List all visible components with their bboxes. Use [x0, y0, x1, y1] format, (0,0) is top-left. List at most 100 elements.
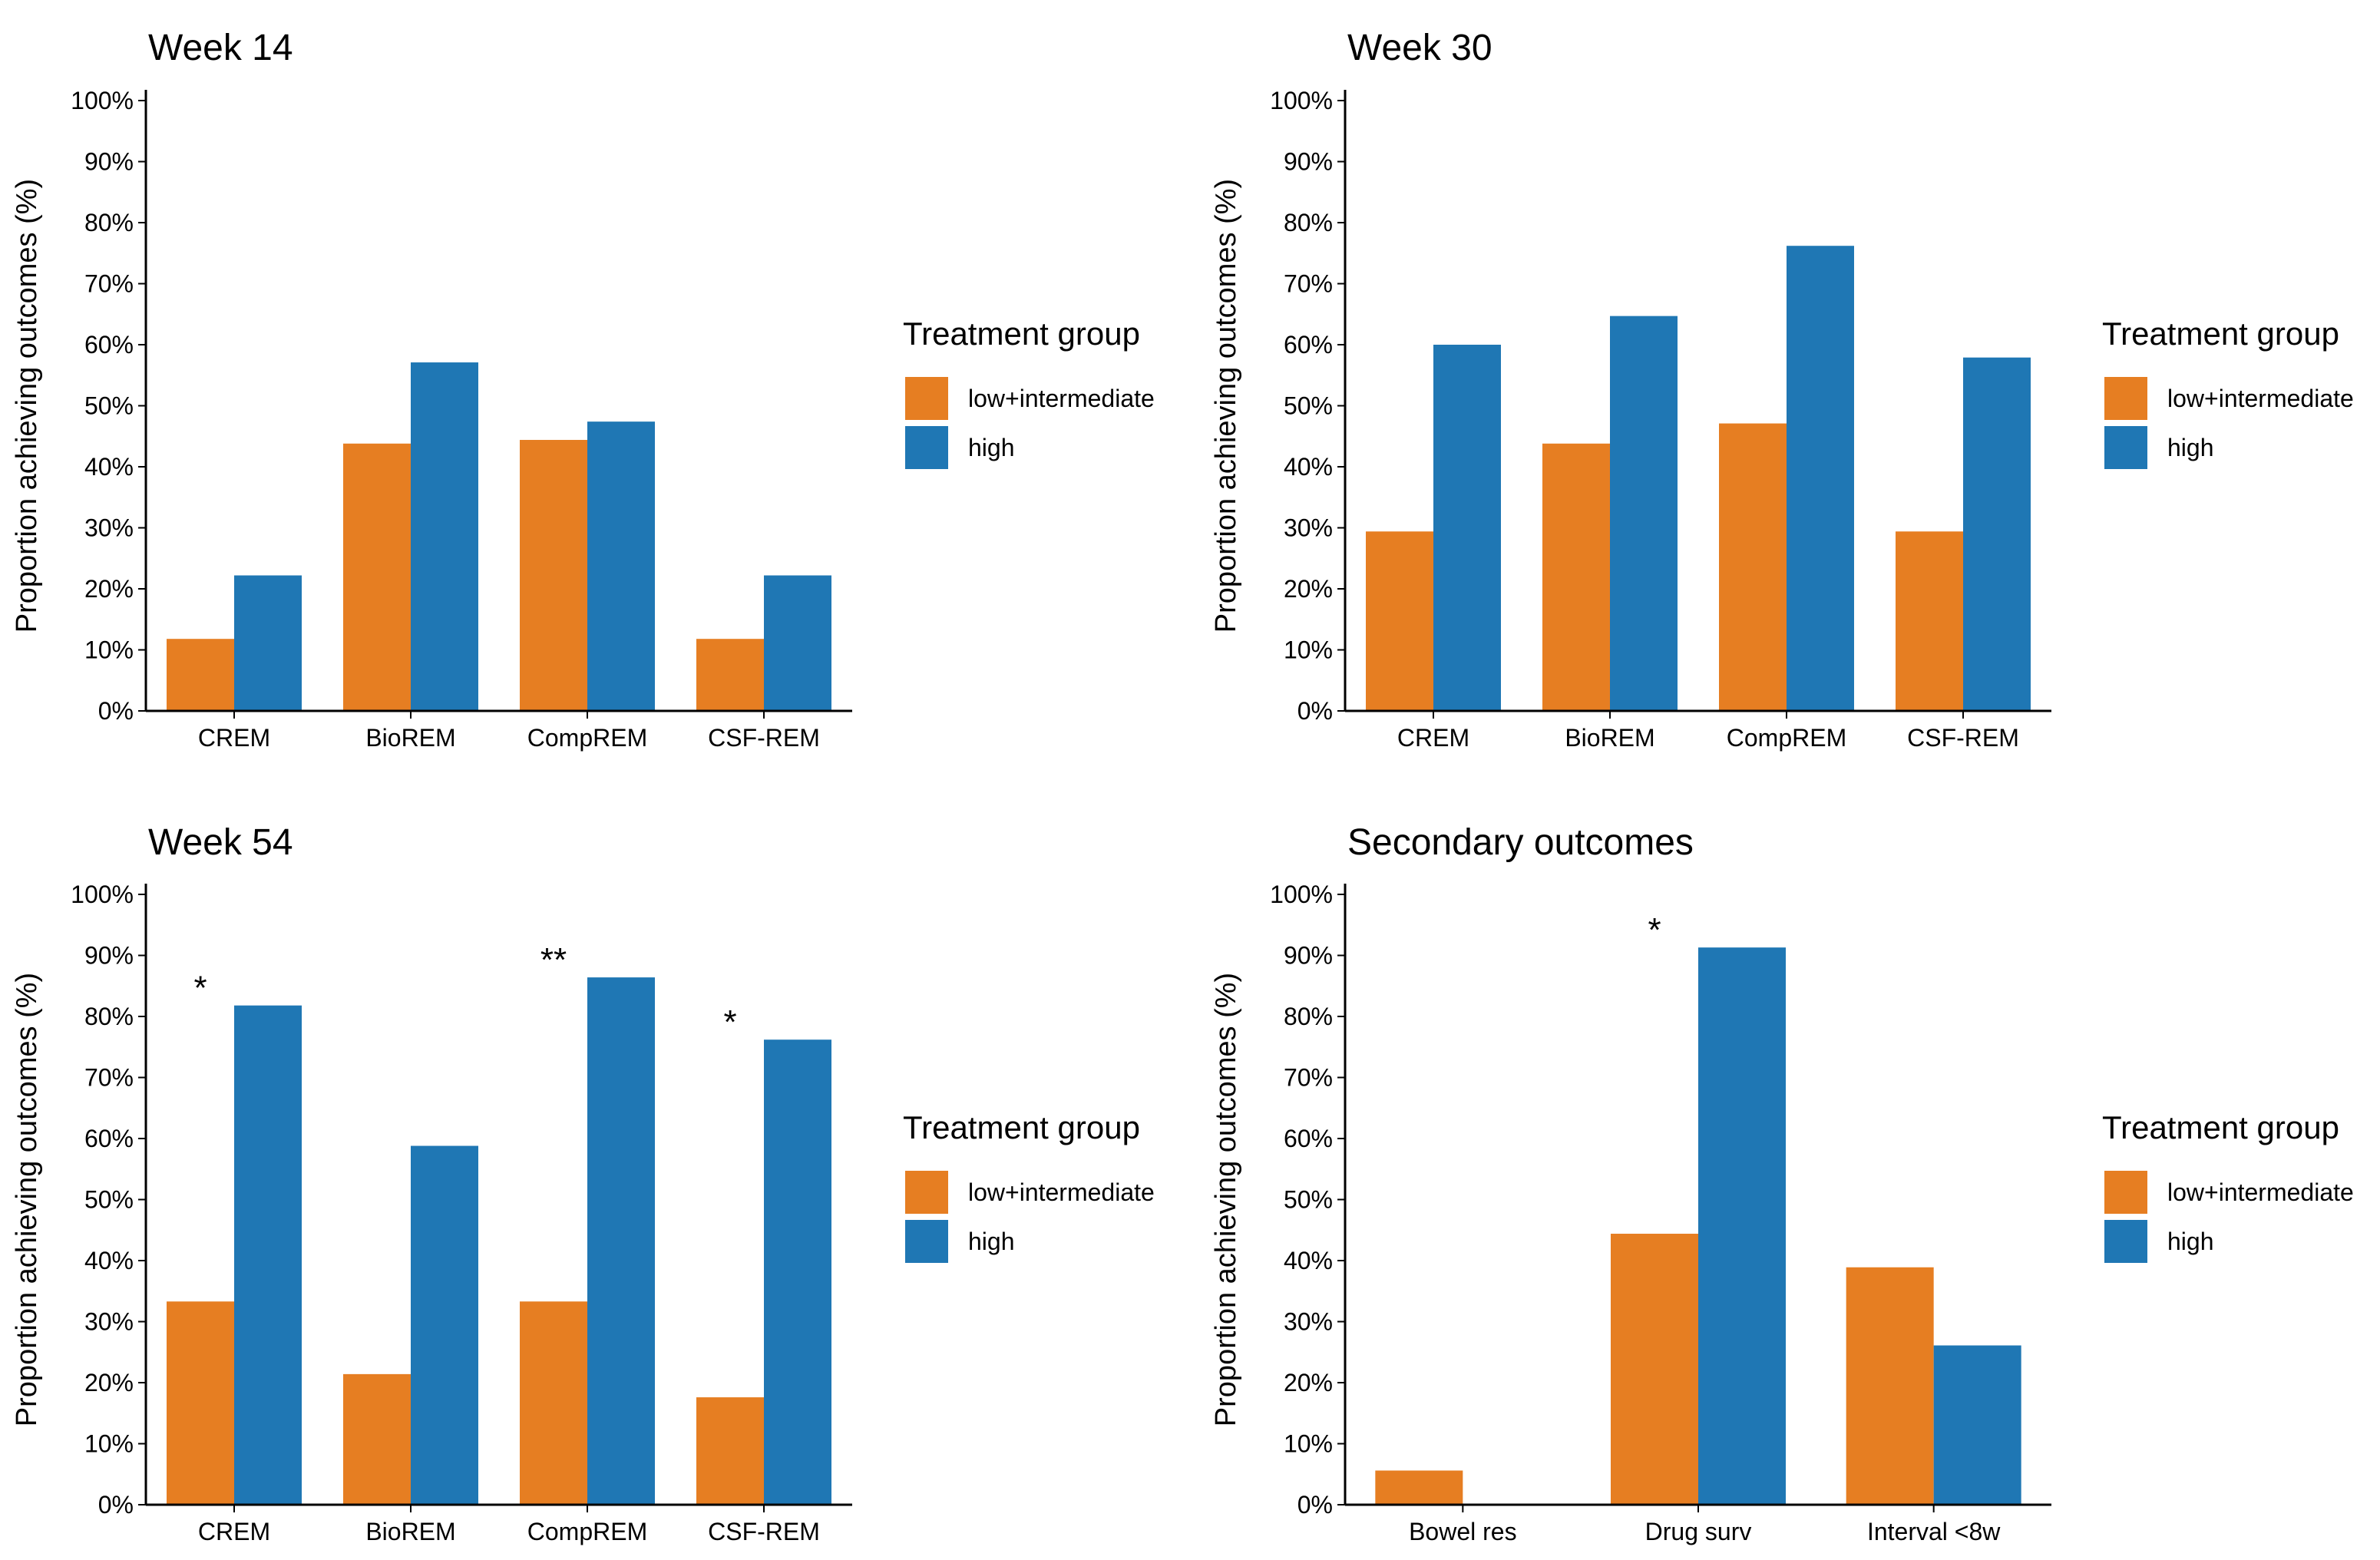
legend-swatch-high	[2104, 1220, 2147, 1263]
bar-comprem-high	[587, 421, 655, 711]
x-tick-label-csf-rem: CSF-REM	[708, 1518, 820, 1545]
x-tick-label-crem: CREM	[198, 724, 270, 752]
y-tick-label: 40%	[84, 453, 134, 481]
bar-crem-low_intermediate	[167, 1301, 234, 1505]
x-tick-label-bowel-res: Bowel res	[1409, 1518, 1517, 1545]
x-tick-label-biorem: BioREM	[365, 1518, 455, 1545]
y-tick-label: 90%	[84, 942, 134, 970]
legend-label-low_intermediate: low+intermediate	[968, 1178, 1155, 1206]
legend-title: Treatment group	[903, 1109, 1140, 1145]
bar-crem-high	[1433, 345, 1501, 711]
x-tick-label-crem: CREM	[198, 1518, 270, 1545]
y-tick-label: 40%	[84, 1247, 134, 1274]
y-tick-label: 30%	[84, 1308, 134, 1336]
legend: Treatment group low+intermediate high	[2102, 316, 2354, 469]
legend: Treatment group low+intermediate high	[2102, 1109, 2354, 1263]
panel-4-secondary-outcomes: Secondary outcomes Proportion achieving o…	[1210, 822, 2354, 1545]
bar-biorem-low_intermediate	[1542, 443, 1610, 711]
x-tick-label-biorem: BioREM	[1565, 724, 1654, 752]
y-tick-label: 0%	[98, 1491, 134, 1519]
legend-label-high: high	[968, 1228, 1015, 1255]
bar-crem-high	[234, 575, 302, 711]
bar-comprem-high	[1787, 246, 1854, 712]
legend-swatch-low_intermediate	[905, 377, 948, 420]
y-axis-label: Proportion achieving outcomes (%)	[11, 179, 43, 633]
bar-comprem-high	[587, 977, 655, 1505]
panel-2-week-30: Week 30 Proportion achieving outcomes (%)…	[1210, 28, 2354, 752]
y-tick-label: 90%	[1284, 942, 1333, 970]
bar-biorem-low_intermediate	[343, 1373, 411, 1505]
y-tick-label: 20%	[84, 1369, 134, 1396]
y-tick-label: 20%	[84, 575, 134, 603]
legend-swatch-low_intermediate	[2104, 1171, 2147, 1214]
y-tick-label: 60%	[84, 331, 134, 359]
significance-marker: **	[540, 941, 567, 979]
bar-csf-rem-high	[764, 575, 831, 711]
bar-csf-rem-low_intermediate	[696, 1397, 764, 1505]
y-tick-label: 90%	[1284, 148, 1333, 176]
x-tick-label-csf-rem: CSF-REM	[708, 724, 820, 752]
legend: Treatment group low+intermediate high	[903, 1109, 1155, 1263]
significance-marker: *	[723, 1003, 736, 1041]
y-tick-label: 40%	[1284, 453, 1333, 481]
y-tick-label: 50%	[84, 392, 134, 420]
bar-drug-surv-high	[1698, 947, 1786, 1505]
y-tick-label: 50%	[1284, 1186, 1333, 1214]
legend-title: Treatment group	[2102, 316, 2339, 352]
y-tick-label: 80%	[1284, 209, 1333, 236]
panel-title: Week 14	[148, 28, 293, 68]
bar-drug-surv-low_intermediate	[1611, 1234, 1698, 1505]
bar-comprem-low_intermediate	[520, 440, 587, 711]
significance-marker: *	[1648, 911, 1661, 949]
bar-interval-8w-low_intermediate	[1846, 1267, 1934, 1505]
y-tick-label: 0%	[1297, 1491, 1333, 1519]
y-tick-label: 100%	[1270, 881, 1333, 908]
x-tick-label-biorem: BioREM	[365, 724, 455, 752]
bar-biorem-high	[411, 362, 478, 711]
bar-biorem-high	[411, 1145, 478, 1505]
y-tick-label: 30%	[1284, 1308, 1333, 1336]
y-tick-label: 70%	[1284, 270, 1333, 298]
y-tick-label: 60%	[84, 1125, 134, 1152]
y-tick-label: 0%	[98, 697, 134, 725]
y-tick-label: 50%	[84, 1186, 134, 1214]
y-axis-label: Proportion achieving outcomes (%)	[1210, 973, 1242, 1426]
y-tick-label: 10%	[1284, 1430, 1333, 1458]
x-tick-label-comprem: CompREM	[527, 724, 647, 752]
bar-csf-rem-high	[764, 1039, 831, 1505]
panel-3-week-54: Week 54 Proportion achieving outcomes (%)…	[11, 822, 1155, 1545]
bar-bowel-res-low_intermediate	[1375, 1470, 1463, 1505]
legend-label-low_intermediate: low+intermediate	[2167, 1178, 2354, 1206]
y-tick-label: 100%	[71, 87, 134, 114]
y-tick-label: 70%	[84, 1064, 134, 1092]
bar-csf-rem-high	[1963, 357, 2031, 711]
legend-swatch-low_intermediate	[2104, 377, 2147, 420]
x-tick-label-comprem: CompREM	[1727, 724, 1846, 752]
x-tick-label-interval-8w: Interval <8w	[1867, 1518, 2001, 1545]
bar-csf-rem-low_intermediate	[696, 639, 764, 711]
legend-label-high: high	[2167, 434, 2214, 461]
y-tick-label: 80%	[84, 1003, 134, 1030]
y-axis-label: Proportion achieving outcomes (%)	[11, 973, 43, 1426]
y-tick-label: 70%	[1284, 1064, 1333, 1092]
y-tick-label: 80%	[1284, 1003, 1333, 1030]
bar-crem-low_intermediate	[167, 639, 234, 711]
y-tick-label: 40%	[1284, 1247, 1333, 1274]
panel-1-week-14: Week 14 Proportion achieving outcomes (%)…	[11, 28, 1155, 752]
y-tick-label: 0%	[1297, 697, 1333, 725]
y-tick-label: 10%	[84, 1430, 134, 1458]
bar-csf-rem-low_intermediate	[1896, 531, 1963, 711]
x-tick-label-comprem: CompREM	[527, 1518, 647, 1545]
legend-swatch-high	[2104, 426, 2147, 469]
bar-comprem-low_intermediate	[1719, 423, 1787, 711]
y-tick-label: 20%	[1284, 575, 1333, 603]
y-tick-label: 50%	[1284, 392, 1333, 420]
legend-title: Treatment group	[903, 316, 1140, 352]
y-tick-label: 60%	[1284, 331, 1333, 359]
y-tick-label: 100%	[71, 881, 134, 908]
x-tick-label-csf-rem: CSF-REM	[1907, 724, 2019, 752]
legend-swatch-high	[905, 1220, 948, 1263]
panel-title: Secondary outcomes	[1347, 822, 1694, 863]
bar-crem-low_intermediate	[1366, 531, 1433, 711]
